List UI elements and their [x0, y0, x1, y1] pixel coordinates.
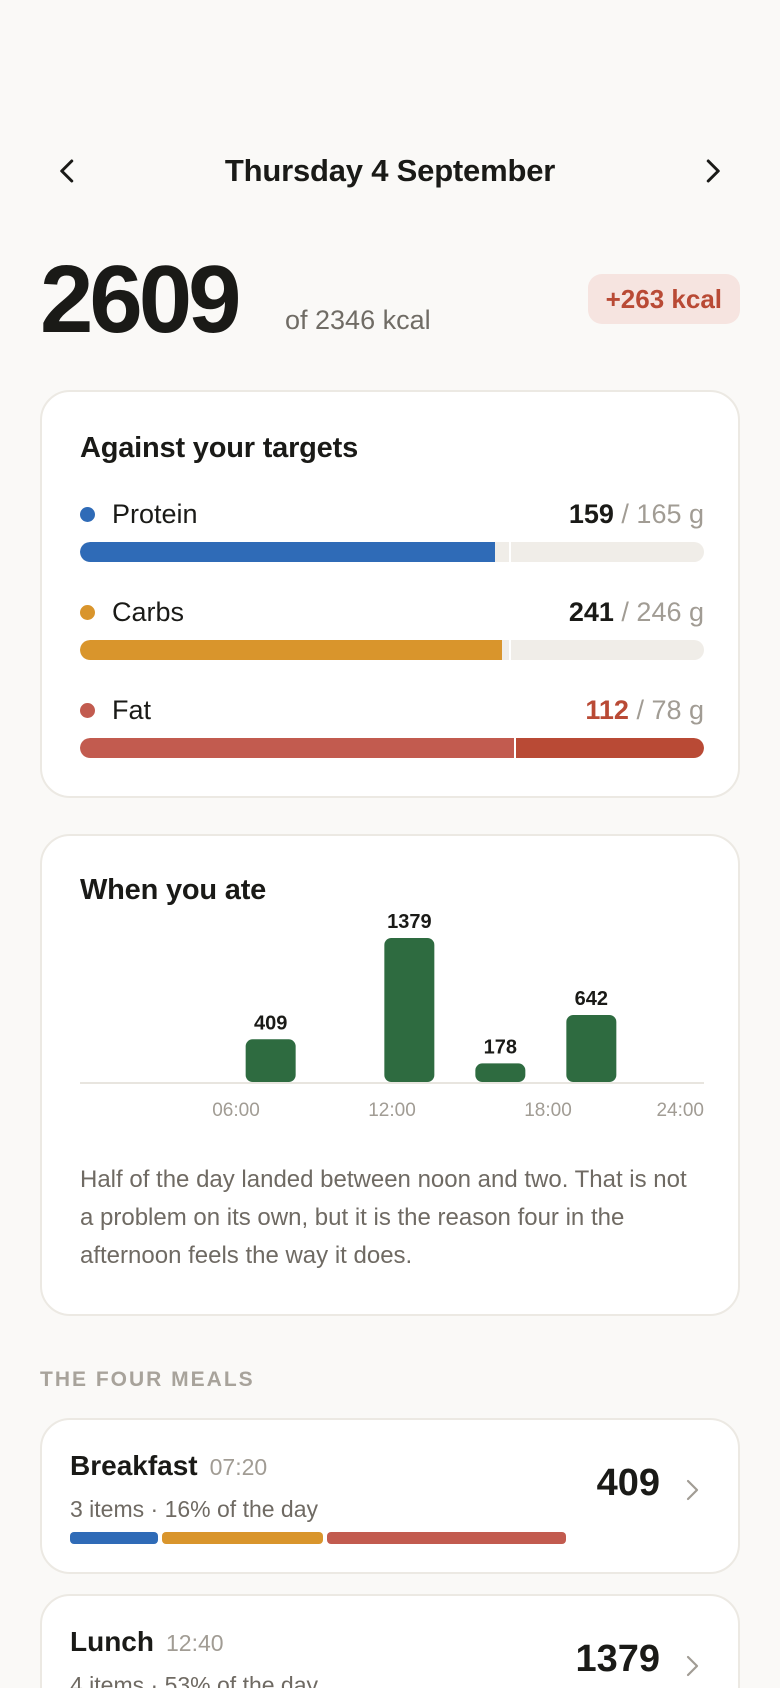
meal-time: 07:20	[209, 1454, 268, 1480]
macro-name: Protein	[112, 498, 198, 529]
meal-macro-bar	[70, 1532, 566, 1544]
macro-row-fat: Fat 112 / 78 g	[80, 692, 704, 758]
timeline-title: When you ate	[80, 874, 267, 906]
bar-value-label: 1379	[387, 914, 432, 933]
chevron-right-icon[interactable]	[680, 1478, 704, 1502]
meals-section-label: THE FOUR MEALS	[40, 1368, 255, 1391]
progress-fill	[80, 738, 515, 758]
carbs-dot-icon	[80, 604, 95, 620]
target-marker	[509, 640, 511, 660]
meal-kcal: 409	[596, 1462, 660, 1504]
meal-subtitle: 3 items · 16% of the day	[70, 1496, 319, 1522]
next-day-button[interactable]	[684, 143, 740, 199]
fat-dot-icon	[80, 702, 95, 718]
macro-name: Carbs	[112, 596, 185, 627]
over-target-fill	[515, 738, 704, 758]
macro-name: Fat	[112, 694, 152, 725]
date-header: Thursday 4 September	[40, 140, 740, 202]
meal-card-breakfast[interactable]: Breakfast 07:20 3 items · 16% of the day …	[40, 1418, 740, 1574]
target-marker	[509, 542, 511, 562]
macro-value: 159 / 165 g	[568, 498, 704, 529]
meal-bar	[566, 1014, 617, 1082]
macro-row-protein: Protein 159 / 165 g	[80, 496, 704, 562]
carbs-progress-bar	[80, 640, 704, 660]
bar-value-label: 409	[254, 1012, 287, 1034]
fat-segment	[327, 1532, 566, 1544]
bar-value-label: 178	[484, 1036, 517, 1058]
meal-subtitle: 4 items · 53% of the day	[70, 1672, 319, 1688]
kcal-target-label: of 2346 kcal	[285, 305, 431, 335]
meal-bar	[384, 938, 435, 1082]
chevron-right-icon[interactable]	[680, 1654, 704, 1678]
over-budget-badge: +263 kcal	[587, 274, 740, 324]
calorie-summary: 2609 of 2346 kcal +263 kcal	[40, 245, 740, 355]
protein-dot-icon	[80, 506, 95, 522]
timeline-caption: Half of the day landed between noon and …	[80, 1166, 687, 1269]
protein-progress-bar	[80, 542, 704, 562]
macro-value: 112 / 78 g	[585, 694, 704, 725]
carbs-segment	[162, 1532, 323, 1544]
total-kcal: 2609	[40, 246, 242, 353]
meal-card-lunch[interactable]: Lunch 12:40 4 items · 53% of the day 1379	[40, 1594, 740, 1688]
targets-card: Against your targets Protein 159 / 165 g…	[40, 390, 740, 798]
x-tick-label: 12:00	[368, 1100, 416, 1121]
protein-segment	[70, 1532, 158, 1544]
progress-fill	[80, 640, 502, 660]
meal-name: Lunch	[70, 1626, 154, 1657]
x-tick-label: 24:00	[656, 1100, 704, 1121]
meal-time: 12:40	[166, 1630, 224, 1656]
x-tick-label: 18:00	[524, 1100, 572, 1121]
timeline-card: When you ate 409 1379 178 642 06:00 12:00 18:0…	[40, 834, 740, 1316]
fat-progress-bar	[80, 738, 704, 758]
meal-timeline-chart: 409 1379 178 642 06:00 12:00 18:00 24:00	[80, 914, 704, 1121]
prev-day-button[interactable]	[40, 143, 96, 199]
meal-bar	[475, 1063, 526, 1082]
page-title: Thursday 4 September	[224, 153, 556, 188]
meal-name: Breakfast	[70, 1450, 198, 1481]
targets-title: Against your targets	[80, 432, 358, 464]
chevron-left-icon	[60, 159, 74, 183]
meal-bar	[245, 1039, 296, 1082]
target-marker	[514, 738, 516, 758]
meal-kcal: 1379	[575, 1638, 660, 1680]
macro-row-carbs: Carbs 241 / 246 g	[80, 594, 704, 660]
bar-value-label: 642	[575, 988, 608, 1010]
macro-value: 241 / 246 g	[568, 596, 704, 627]
progress-fill	[80, 542, 495, 562]
x-tick-label: 06:00	[212, 1100, 260, 1121]
chevron-right-icon	[706, 159, 720, 183]
